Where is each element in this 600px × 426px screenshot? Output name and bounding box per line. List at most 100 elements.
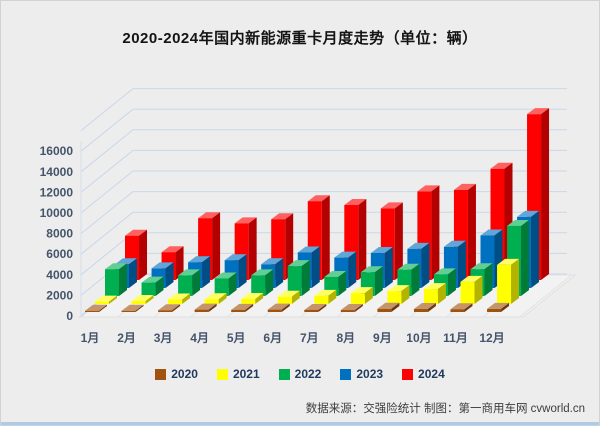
bar-2020-m7 bbox=[304, 309, 319, 312]
bar-2020-m12 bbox=[487, 308, 502, 312]
bar-side-2024-m3 bbox=[212, 212, 221, 280]
legend-label: 2024 bbox=[418, 367, 445, 381]
bar-top-2022-m8 bbox=[360, 266, 383, 273]
gridline bbox=[80, 88, 567, 131]
bar-top-2020-m5 bbox=[231, 303, 254, 310]
bar-2021-m1 bbox=[95, 301, 109, 304]
bar-top-2020-m2 bbox=[121, 304, 144, 311]
bar-side-2024-m1 bbox=[139, 229, 147, 280]
bar-side-2021-m10 bbox=[437, 283, 446, 304]
bar-side-2020-m4 bbox=[208, 303, 217, 312]
legend-item-2023: 2023 bbox=[340, 367, 383, 381]
bar-2022-m4 bbox=[214, 278, 229, 296]
legend-swatch-2023 bbox=[340, 368, 352, 380]
bar-2021-m11 bbox=[460, 281, 475, 304]
bar-top-2020-m12 bbox=[487, 302, 510, 309]
bar-top-2023-m12 bbox=[517, 210, 540, 217]
bar-top-2021-m9 bbox=[387, 285, 410, 292]
bar-top-2024-m4 bbox=[234, 217, 257, 224]
bar-side-2024-m2 bbox=[175, 246, 184, 280]
floor-grid-line bbox=[519, 274, 572, 318]
bar-2020-m9 bbox=[377, 308, 392, 312]
bar-top-2022-m6 bbox=[287, 260, 310, 267]
bar-top-2024-m11 bbox=[490, 162, 513, 169]
bar-top-2023-m9 bbox=[407, 242, 430, 249]
bar-side-2023-m9 bbox=[421, 242, 430, 288]
bar-side-2020-m5 bbox=[245, 303, 254, 312]
bar-side-2024-m8 bbox=[394, 202, 403, 280]
bar-side-2022-m4 bbox=[228, 272, 237, 296]
bar-side-2021-m9 bbox=[401, 285, 410, 304]
source-credit: 数据来源：交强险统计 制图：第一商用车网 cvworld.cn bbox=[305, 403, 585, 415]
legend-swatch-2022 bbox=[278, 368, 290, 380]
bar-2021-m8 bbox=[350, 293, 365, 304]
chart-title: 2020-2024年国内新能源重卡月度走势（单位：辆） bbox=[122, 30, 478, 47]
y-axis-tick-label: 16000 bbox=[40, 144, 74, 158]
bar-top-2023-m8 bbox=[370, 246, 393, 253]
bar-side-2024-m5 bbox=[285, 213, 294, 280]
bar-side-2023-m10 bbox=[457, 240, 466, 288]
bar-side-2021-m8 bbox=[364, 287, 373, 304]
bar-top-2021-m8 bbox=[350, 287, 373, 294]
x-axis-month-label: 4月 bbox=[190, 331, 209, 345]
bar-top-2021-m1 bbox=[95, 295, 117, 302]
bar-side-2023-m8 bbox=[384, 246, 393, 288]
bar-side-2020-m7 bbox=[318, 303, 327, 312]
bar-top-2020-m6 bbox=[267, 303, 290, 310]
bar-2020-m3 bbox=[158, 310, 173, 312]
bar-top-2020-m7 bbox=[304, 303, 327, 310]
bar-side-2022-m9 bbox=[411, 263, 420, 296]
y-axis-tick-label: 0 bbox=[66, 309, 73, 323]
bar-side-2022-m2 bbox=[155, 276, 164, 296]
bar-2020-m10 bbox=[413, 309, 428, 312]
y-axis-tick-label: 8000 bbox=[46, 227, 73, 241]
bar-side-2022-m5 bbox=[265, 269, 274, 296]
legend-label: 2023 bbox=[356, 367, 384, 381]
bar-2021-m3 bbox=[168, 299, 183, 304]
bar-top-2020-m4 bbox=[194, 303, 217, 310]
bar-2020-m5 bbox=[231, 309, 246, 312]
bar-top-2023-m1 bbox=[115, 258, 137, 265]
x-axis-month-label: 8月 bbox=[337, 331, 356, 345]
y-axis-tick-label: 14000 bbox=[40, 165, 74, 179]
bar-top-2020-m3 bbox=[158, 304, 181, 311]
bar-top-2020-m8 bbox=[340, 304, 363, 311]
bar-top-2022-m3 bbox=[178, 269, 201, 276]
bar-side-2022-m6 bbox=[301, 260, 310, 296]
bar-side-2021-m4 bbox=[218, 293, 227, 304]
bar-side-2022-m8 bbox=[374, 266, 383, 296]
bar-2021-m5 bbox=[241, 299, 256, 304]
y-axis-tick-label: 12000 bbox=[40, 185, 74, 199]
legend-label: 2020 bbox=[171, 367, 198, 381]
gridline bbox=[80, 108, 567, 152]
x-axis-month-label: 9月 bbox=[373, 331, 392, 345]
bar-top-2024-m2 bbox=[161, 246, 184, 253]
bar-side-2021-m3 bbox=[182, 293, 191, 304]
legend-item-2022: 2022 bbox=[278, 367, 321, 381]
bar-top-2024-m12 bbox=[527, 108, 550, 115]
bar-top-2023-m7 bbox=[334, 251, 357, 258]
bar-2021-m10 bbox=[423, 289, 438, 304]
bar-side-2022-m7 bbox=[338, 270, 347, 296]
legend-swatch-2024 bbox=[402, 368, 414, 380]
bar-side-2020-m2 bbox=[135, 304, 144, 312]
bar-side-2020-m6 bbox=[281, 303, 290, 312]
x-axis-month-label: 7月 bbox=[300, 331, 319, 345]
bar-side-2022-m12 bbox=[521, 219, 530, 296]
bar-2021-m7 bbox=[314, 295, 329, 304]
bar-top-2020-m1 bbox=[85, 304, 107, 311]
bar-side-2023-m3 bbox=[202, 256, 211, 288]
bar-side-2024-m9 bbox=[431, 185, 440, 280]
bar-2020-m4 bbox=[194, 309, 209, 312]
bar-top-2022-m1 bbox=[105, 263, 127, 270]
bar-top-2021-m3 bbox=[168, 293, 191, 300]
bar-side-2020-m12 bbox=[501, 302, 510, 312]
bar-top-2020-m11 bbox=[450, 303, 473, 310]
bar-side-2020-m10 bbox=[427, 303, 436, 312]
y-axis-tick-label: 6000 bbox=[46, 247, 73, 261]
bar-top-2023-m2 bbox=[151, 262, 174, 269]
y-axis-tick-label: 10000 bbox=[40, 206, 74, 220]
bar-2021-m9 bbox=[387, 291, 402, 304]
bar-2021-m6 bbox=[277, 296, 292, 304]
